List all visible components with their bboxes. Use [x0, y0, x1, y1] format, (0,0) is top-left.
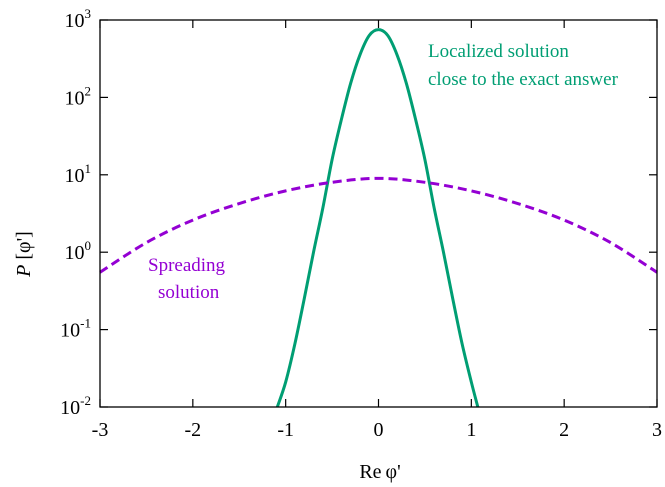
curves-layer	[99, 28, 658, 408]
y-tick-base-0: 10	[60, 397, 80, 419]
y-tick-exponent-2: 0	[85, 238, 92, 253]
x-tick-label-0: -3	[92, 419, 109, 441]
y-tick-base-1: 10	[60, 320, 80, 342]
x-axis-title: Re φ'	[359, 461, 400, 483]
y-tick-exponent-0: -2	[80, 393, 91, 408]
tick-marks	[99, 19, 658, 408]
localized-solution-curve	[275, 28, 480, 408]
x-tick-labels: -3 -2 -1 0 1 2 3	[92, 419, 662, 441]
localized-label-line-2: close to the exact answer	[428, 69, 619, 90]
x-axis-title-phi: φ'	[386, 461, 401, 483]
x-tick-label-6: 3	[652, 419, 662, 441]
x-tick-label-4: 1	[466, 419, 476, 441]
y-axis-title-p: P	[13, 265, 35, 278]
y-tick-base-3: 10	[65, 165, 85, 187]
spreading-label-line-2: solution	[158, 282, 220, 303]
x-axis-title-re: Re	[359, 461, 381, 483]
y-tick-label-4: 102	[65, 83, 92, 109]
y-tick-exponent-4: 2	[85, 83, 92, 98]
y-tick-exponent-5: 3	[85, 6, 92, 21]
y-tick-base-4: 10	[65, 87, 85, 109]
x-tick-label-3: 0	[374, 419, 384, 441]
y-tick-base-2: 10	[65, 242, 85, 264]
y-tick-exponent-3: 1	[85, 161, 92, 176]
y-tick-exponent-1: -1	[80, 316, 91, 331]
localized-label-line-1: Localized solution	[428, 41, 569, 62]
y-axis-title: P [φ']	[13, 231, 35, 278]
y-tick-label-5: 103	[65, 6, 92, 32]
y-axis-title-arg: [φ']	[13, 231, 35, 259]
y-tick-label-3: 101	[65, 161, 92, 187]
x-tick-label-5: 2	[559, 419, 569, 441]
y-tick-base-5: 10	[65, 10, 85, 32]
x-tick-label-2: -1	[277, 419, 294, 441]
y-tick-label-2: 100	[65, 238, 92, 264]
x-tick-label-1: -2	[184, 419, 201, 441]
spreading-solution-curve	[99, 176, 658, 274]
spreading-label-line-1: Spreading	[148, 255, 226, 276]
y-tick-label-0: 10-2	[60, 393, 91, 419]
y-tick-label-1: 10-1	[60, 316, 91, 342]
